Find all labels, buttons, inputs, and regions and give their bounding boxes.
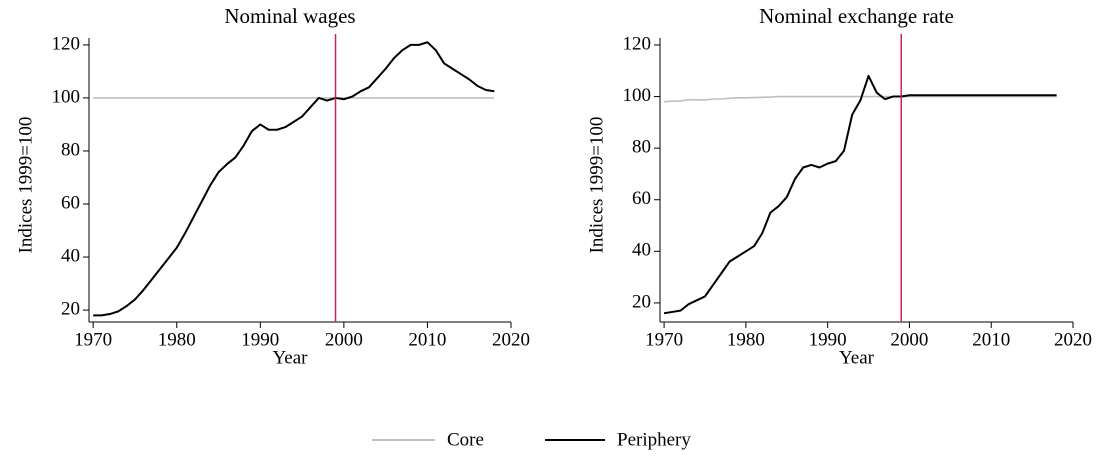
y-tick-label: 60 — [61, 192, 80, 213]
x-tick-label: 2010 — [972, 329, 1010, 350]
series-line — [664, 95, 1057, 103]
x-tick-label: 2020 — [492, 329, 530, 350]
chart-title: Nominal exchange rate — [759, 4, 954, 28]
x-tick-label: 1990 — [241, 329, 279, 350]
y-axis-label: Indices 1999=100 — [586, 117, 607, 254]
legend-label: Core — [447, 429, 484, 450]
y-tick-label: 80 — [61, 139, 80, 160]
y-tick-label: 20 — [61, 298, 80, 319]
y-tick-label: 120 — [623, 33, 652, 54]
x-tick-label: 1980 — [158, 329, 196, 350]
series-line — [93, 41, 495, 317]
x-axis-label: Year — [839, 347, 875, 368]
y-tick-label: 120 — [52, 33, 81, 54]
x-tick-label: 2010 — [408, 329, 446, 350]
y-tick-label: 60 — [632, 188, 651, 209]
x-axis-label: Year — [272, 347, 308, 368]
y-tick-label: 20 — [632, 291, 651, 312]
legend: Core Periphery — [372, 429, 691, 450]
x-tick-label: 2000 — [890, 329, 928, 350]
y-tick-label: 40 — [61, 245, 80, 266]
y-tick-label: 100 — [52, 86, 81, 107]
y-tick-label: 100 — [623, 85, 652, 106]
chart-title: Nominal wages — [224, 4, 355, 28]
x-tick-label: 1980 — [727, 329, 765, 350]
y-tick-label: 80 — [632, 137, 651, 158]
legend-label: Periphery — [617, 429, 691, 450]
x-tick-label: 2020 — [1054, 329, 1092, 350]
x-tick-label: 1970 — [645, 329, 683, 350]
series-line — [663, 74, 1057, 315]
x-tick-label: 1990 — [809, 329, 847, 350]
x-tick-label: 1970 — [74, 329, 112, 350]
y-tick-label: 40 — [632, 240, 651, 261]
x-tick-label: 2000 — [325, 329, 363, 350]
y-axis-label: Indices 1999=100 — [15, 117, 36, 254]
